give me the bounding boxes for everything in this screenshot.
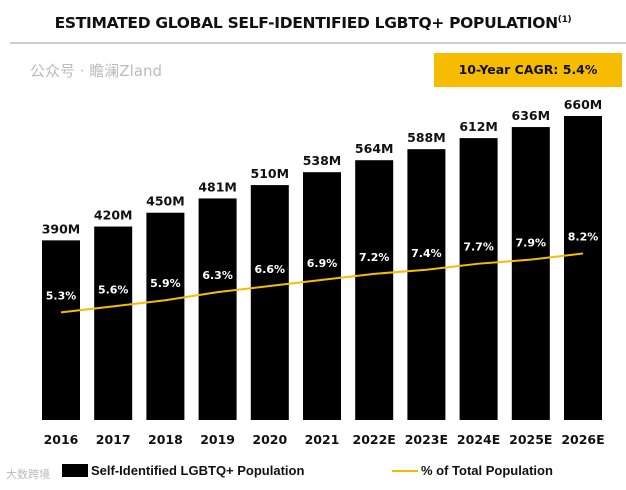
percent-label-2017: 5.6% xyxy=(98,283,129,296)
bar-label-2026E: 660M xyxy=(564,97,603,112)
bar-2026E xyxy=(564,116,602,420)
bar-label-2017: 420M xyxy=(94,208,133,223)
bar-2021 xyxy=(303,172,341,420)
bar-label-2025E: 636M xyxy=(512,108,551,123)
x-tick-2026E: 2026E xyxy=(561,432,604,447)
x-tick-2024E: 2024E xyxy=(457,432,500,447)
legend-item-bars: Self-Identified LGBTQ+ Population xyxy=(62,463,304,478)
bar-2023E xyxy=(407,149,446,420)
bar-2025E xyxy=(511,127,550,421)
legend-swatch-line xyxy=(392,469,418,472)
percent-label-2019: 6.3% xyxy=(202,269,233,282)
bar-label-2021: 538M xyxy=(303,153,342,168)
watermark-right: 公众号 · 瞻澜Zland xyxy=(30,62,162,80)
x-tick-2018: 2018 xyxy=(148,432,183,447)
legend-swatch-black xyxy=(62,464,88,477)
x-tick-2021: 2021 xyxy=(305,432,340,447)
bar-label-2019: 481M xyxy=(198,179,237,194)
title-divider xyxy=(10,42,626,44)
bar-label-2023E: 588M xyxy=(407,130,446,145)
x-tick-2020: 2020 xyxy=(252,432,287,447)
bar-label-2016: 390M xyxy=(42,221,81,236)
bar-2020 xyxy=(250,185,289,420)
percent-label-2020: 6.6% xyxy=(255,263,286,276)
bar-2024E xyxy=(459,138,498,421)
bar-label-2020: 510M xyxy=(251,166,290,181)
percent-label-2021: 6.9% xyxy=(307,257,338,270)
x-tick-2016: 2016 xyxy=(44,432,79,447)
percent-line xyxy=(60,252,584,314)
legend-item-line: % of Total Population xyxy=(392,463,553,478)
bar-label-2022E: 564M xyxy=(355,141,394,156)
bar-2016 xyxy=(42,240,80,420)
x-tick-2017: 2017 xyxy=(96,432,131,447)
chart-title: ESTIMATED GLOBAL SELF-IDENTIFIED LGBTQ+ … xyxy=(54,14,572,32)
percent-label-2024E: 7.7% xyxy=(463,241,494,254)
x-tick-2023E: 2023E xyxy=(405,432,448,447)
bar-2017 xyxy=(94,226,133,420)
percent-label-2025E: 7.9% xyxy=(516,237,547,250)
bar-2022E xyxy=(355,160,394,420)
bar-label-2018: 450M xyxy=(146,194,185,209)
x-tick-2022E: 2022E xyxy=(353,432,396,447)
percent-label-2016: 5.3% xyxy=(46,289,77,302)
watermark-left: 大数跨境 xyxy=(6,468,50,481)
chart-area: 390M 2016 420M 2017 450M 2018 481M 2019 510M 2020… xyxy=(42,97,605,447)
cagr-callout: 10-Year CAGR: 5.4% xyxy=(434,53,622,87)
percent-label-2018: 5.9% xyxy=(150,277,181,290)
percent-label-2026E: 8.2% xyxy=(568,231,599,244)
bar-label-2024E: 612M xyxy=(459,119,498,134)
percent-label-2023E: 7.4% xyxy=(411,247,442,260)
percent-label-2022E: 7.2% xyxy=(359,251,390,264)
bar-2019 xyxy=(198,198,237,420)
bar-2018 xyxy=(146,212,185,420)
x-tick-2019: 2019 xyxy=(200,432,235,447)
x-tick-2025E: 2025E xyxy=(509,432,552,447)
